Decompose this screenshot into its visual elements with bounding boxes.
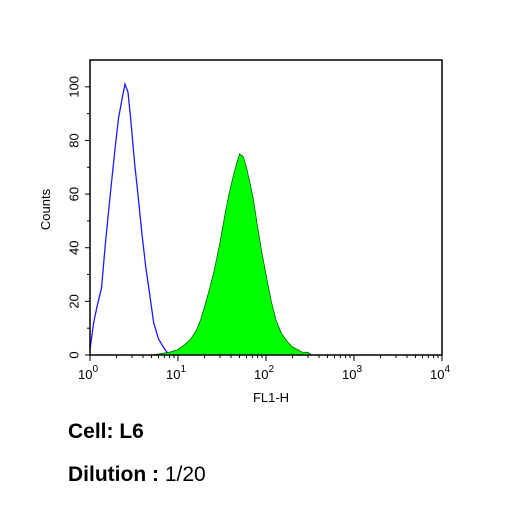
series-0-outline-histogram: [89, 81, 173, 356]
cell-caption: Cell: L6: [68, 420, 144, 444]
x-axis-label: FL1-H: [253, 390, 289, 405]
y-tick-label-4: 80: [67, 133, 82, 147]
dilution-caption-label: Dilution :: [68, 463, 159, 486]
y-tick-label-1: 20: [67, 294, 82, 308]
y-tick-label-0: 0: [67, 351, 82, 358]
x-tick-label-1: 101: [166, 364, 186, 382]
y-axis-label: Counts: [38, 188, 53, 230]
y-tick-label-3: 60: [67, 187, 82, 201]
flow-histogram-chart: 0 20 40 60 80 100 100 101 102 103 104 FL1-H Counts: [38, 59, 451, 405]
cell-caption-value: L6: [119, 420, 144, 443]
series-layer: [89, 81, 313, 356]
ticks-layer: 0 20 40 60 80 100 100 101 102 103 104: [67, 76, 451, 382]
x-tick-label-2: 102: [254, 364, 274, 382]
x-tick-label-0: 100: [78, 364, 98, 382]
y-tick-label-5: 100: [67, 76, 82, 98]
x-tick-label-4: 104: [430, 364, 450, 382]
y-tick-label-2: 40: [67, 240, 82, 254]
dilution-caption: Dilution : 1/20: [68, 463, 206, 487]
series-1-filled-histogram: [151, 153, 313, 356]
x-tick-label-3: 103: [342, 364, 362, 382]
cell-caption-label: Cell:: [68, 420, 114, 443]
dilution-caption-value: 1/20: [164, 463, 206, 486]
